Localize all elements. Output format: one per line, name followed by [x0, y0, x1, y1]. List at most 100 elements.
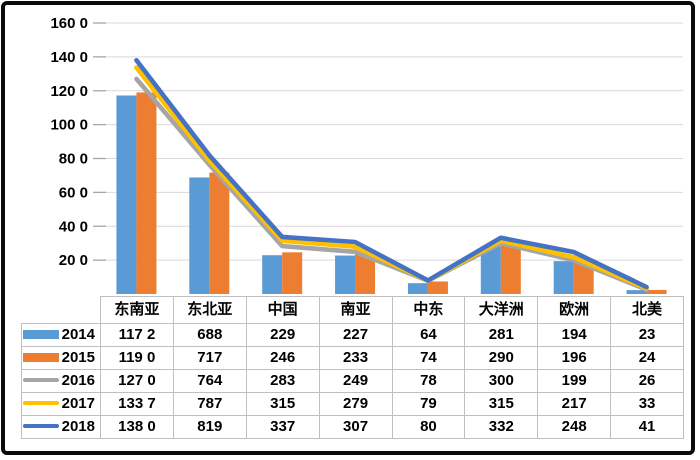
- value-cell: 74: [391, 346, 466, 370]
- y-axis-label: 60 0: [59, 184, 88, 201]
- value-cell: 233: [318, 346, 393, 370]
- y-axis-label: 100 0: [50, 117, 88, 134]
- table-row-2016: 2016 127 0 764 283 249 78 300 199 26: [21, 369, 684, 393]
- year-label: 2018: [61, 418, 95, 436]
- legend-key-line-icon: [22, 424, 59, 429]
- value-cell: 196: [537, 346, 612, 370]
- value-cell: 337: [245, 415, 320, 439]
- y-axis-label: 80 0: [59, 151, 88, 168]
- line-2018: [134, 57, 649, 290]
- value-cell: 79: [391, 392, 466, 416]
- value-cell: 64: [391, 323, 466, 347]
- legend-key-bar-icon: [22, 329, 59, 339]
- year-label: 2016: [61, 372, 95, 390]
- value-cell: 315: [245, 392, 320, 416]
- bar-2015: [500, 244, 521, 294]
- value-cell: 133 7: [100, 392, 174, 416]
- category-header: 东南亚: [100, 296, 174, 324]
- value-cell: 229: [245, 323, 320, 347]
- bar-2014: [116, 95, 137, 295]
- value-cell: 764: [172, 369, 247, 393]
- y-axis-labels: 20 0 40 0 60 0 80 0 100 0 120 0 140 0 160 0: [50, 15, 88, 269]
- legend-key-bar-icon: [22, 352, 59, 362]
- y-axis-label: 160 0: [50, 15, 88, 32]
- line-2016: [134, 76, 649, 292]
- bar-2015: [573, 260, 594, 294]
- bar-2015: [427, 281, 448, 294]
- value-cell: 281: [464, 323, 539, 347]
- bar-2014: [480, 246, 501, 294]
- value-cell: 80: [391, 415, 466, 439]
- chart-data-table: 东南亚 东北亚 中国 南亚 中东 大洋洲 欧洲 北美 2014 117 2 688 229 227 64 2…: [21, 296, 684, 439]
- bar-2014: [407, 283, 428, 294]
- category-header: 北美: [610, 296, 684, 324]
- value-cell: 119 0: [100, 346, 174, 370]
- year-legend-cell: 2018: [21, 415, 101, 439]
- value-cell: 194: [537, 323, 612, 347]
- value-cell: 688: [172, 323, 247, 347]
- value-cell: 24: [610, 346, 684, 370]
- value-cell: 249: [318, 369, 393, 393]
- value-cell: 332: [464, 415, 539, 439]
- value-cell: 138 0: [100, 415, 174, 439]
- value-cell: 33: [610, 392, 684, 416]
- value-cell: 279: [318, 392, 393, 416]
- value-cell: 199: [537, 369, 612, 393]
- value-cell: 78: [391, 369, 466, 393]
- value-cell: 227: [318, 323, 393, 347]
- bar-2015: [646, 289, 667, 294]
- category-header: 欧洲: [537, 296, 612, 324]
- year-legend-cell: 2017: [21, 392, 101, 416]
- value-cell: 41: [610, 415, 684, 439]
- value-cell: 283: [245, 369, 320, 393]
- category-header: 东北亚: [172, 296, 247, 324]
- bar-2014: [189, 177, 210, 294]
- value-cell: 23: [610, 323, 684, 347]
- y-axis-label: 140 0: [50, 49, 88, 66]
- bar-2015: [355, 254, 376, 294]
- y-axis-label: 120 0: [50, 83, 88, 100]
- bar-2015: [282, 252, 303, 294]
- bar-2015: [209, 172, 230, 294]
- bars-2015: [136, 92, 667, 294]
- value-cell: 26: [610, 369, 684, 393]
- value-cell: 819: [172, 415, 247, 439]
- value-cell: 300: [464, 369, 539, 393]
- bar-2015: [136, 92, 157, 294]
- year-legend-cell: 2015: [21, 346, 101, 370]
- value-cell: 217: [537, 392, 612, 416]
- table-row-2017: 2017 133 7 787 315 279 79 315 217 33: [21, 392, 684, 416]
- year-label: 2017: [61, 395, 95, 413]
- value-cell: 117 2: [100, 323, 174, 347]
- bars-2014: [116, 95, 647, 295]
- table-row-2015: 2015 119 0 717 246 233 74 290 196 24: [21, 346, 684, 370]
- y-axis-label: 20 0: [59, 252, 88, 269]
- year-label: 2014: [61, 326, 95, 344]
- bar-2014: [262, 255, 283, 294]
- legend-key-line-icon: [22, 378, 59, 383]
- value-cell: 307: [318, 415, 393, 439]
- year-legend-cell: 2014: [21, 323, 101, 347]
- table-corner: [22, 297, 101, 324]
- value-cell: 717: [172, 346, 247, 370]
- y-axis-ticks: [93, 22, 106, 261]
- year-label: 2015: [61, 349, 95, 367]
- year-legend-cell: 2016: [21, 369, 101, 393]
- bar-2014: [335, 255, 356, 294]
- table-row-2018: 2018 138 0 819 337 307 80 332 248 41: [21, 415, 684, 439]
- value-cell: 127 0: [100, 369, 174, 393]
- value-cell: 315: [464, 392, 539, 416]
- value-cell: 246: [245, 346, 320, 370]
- table-row-2014: 2014 117 2 688 229 227 64 281 194 23: [21, 323, 684, 347]
- legend-key-line-icon: [22, 401, 59, 406]
- combo-chart-plot[interactable]: 20 0 40 0 60 0 80 0 100 0 120 0 140 0 160 0: [0, 0, 700, 300]
- table-header-row: 东南亚 东北亚 中国 南亚 中东 大洋洲 欧洲 北美: [22, 296, 684, 324]
- category-header: 南亚: [318, 296, 393, 324]
- y-axis-label: 40 0: [59, 218, 88, 235]
- bar-2014: [553, 261, 574, 294]
- bar-2014: [626, 290, 647, 294]
- category-header: 中东: [391, 296, 466, 324]
- value-cell: 248: [537, 415, 612, 439]
- category-header: 大洋洲: [464, 296, 539, 324]
